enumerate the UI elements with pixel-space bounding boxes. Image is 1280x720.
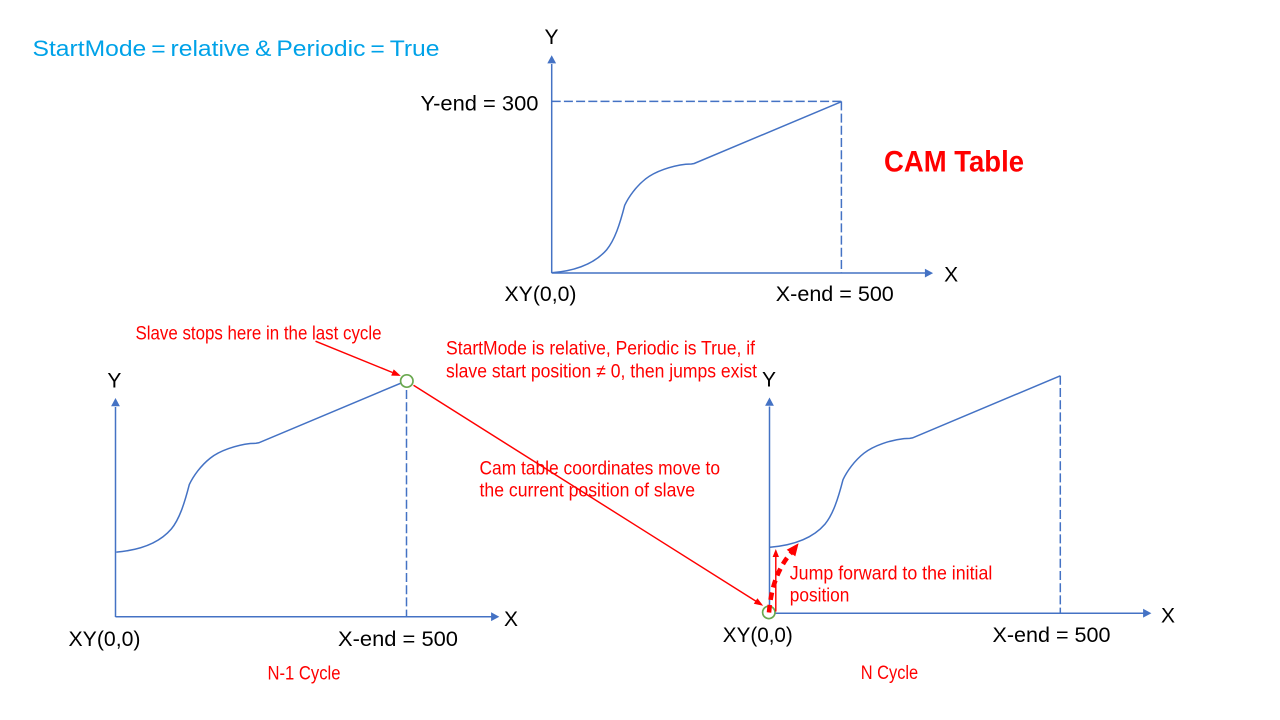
svg-text:XY(0,0): XY(0,0) [69,627,141,651]
svg-text:Y-end = 300: Y-end = 300 [421,92,539,116]
svg-text:N Cycle: N Cycle [861,663,919,684]
svg-text:X-end = 500: X-end = 500 [776,282,894,306]
svg-text:position: position [790,585,850,606]
svg-text:X-end = 500: X-end = 500 [993,623,1111,647]
svg-text:slave start position ≠ 0, then: slave start position ≠ 0, then jumps exi… [446,362,758,383]
svg-text:CAM Table: CAM Table [884,145,1024,178]
svg-text:Y: Y [545,26,559,49]
svg-text:XY(0,0): XY(0,0) [505,282,577,306]
svg-text:Y: Y [107,370,121,393]
svg-text:N-1 Cycle: N-1 Cycle [268,663,341,684]
svg-text:X: X [504,608,518,631]
svg-text:the current position of slave: the current position of slave [480,481,696,502]
svg-text:StartMode is relative, Periodi: StartMode is relative, Periodic is True,… [446,338,756,359]
svg-text:Cam table coordinates move to: Cam table coordinates move to [480,458,721,479]
svg-text:Y: Y [762,368,776,391]
svg-text:X-end = 500: X-end = 500 [338,627,458,651]
svg-text:XY(0,0): XY(0,0) [723,623,793,647]
svg-text:X: X [944,264,958,287]
svg-text:Jump forward to the initial: Jump forward to the initial [790,564,993,585]
svg-text:Slave stops here in the last c: Slave stops here in the last cycle [136,323,382,344]
svg-text:X: X [1161,605,1175,628]
svg-text:StartMode = relative & Periodi: StartMode = relative & Periodic = True [33,36,440,61]
